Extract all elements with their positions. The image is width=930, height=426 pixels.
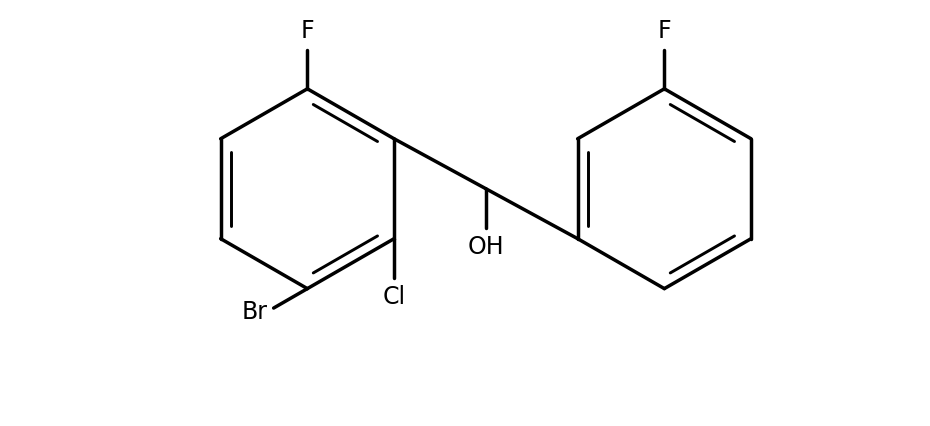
- Text: Br: Br: [241, 300, 267, 324]
- Text: F: F: [300, 19, 314, 43]
- Text: Cl: Cl: [382, 285, 405, 309]
- Text: F: F: [658, 19, 671, 43]
- Text: OH: OH: [468, 235, 504, 259]
